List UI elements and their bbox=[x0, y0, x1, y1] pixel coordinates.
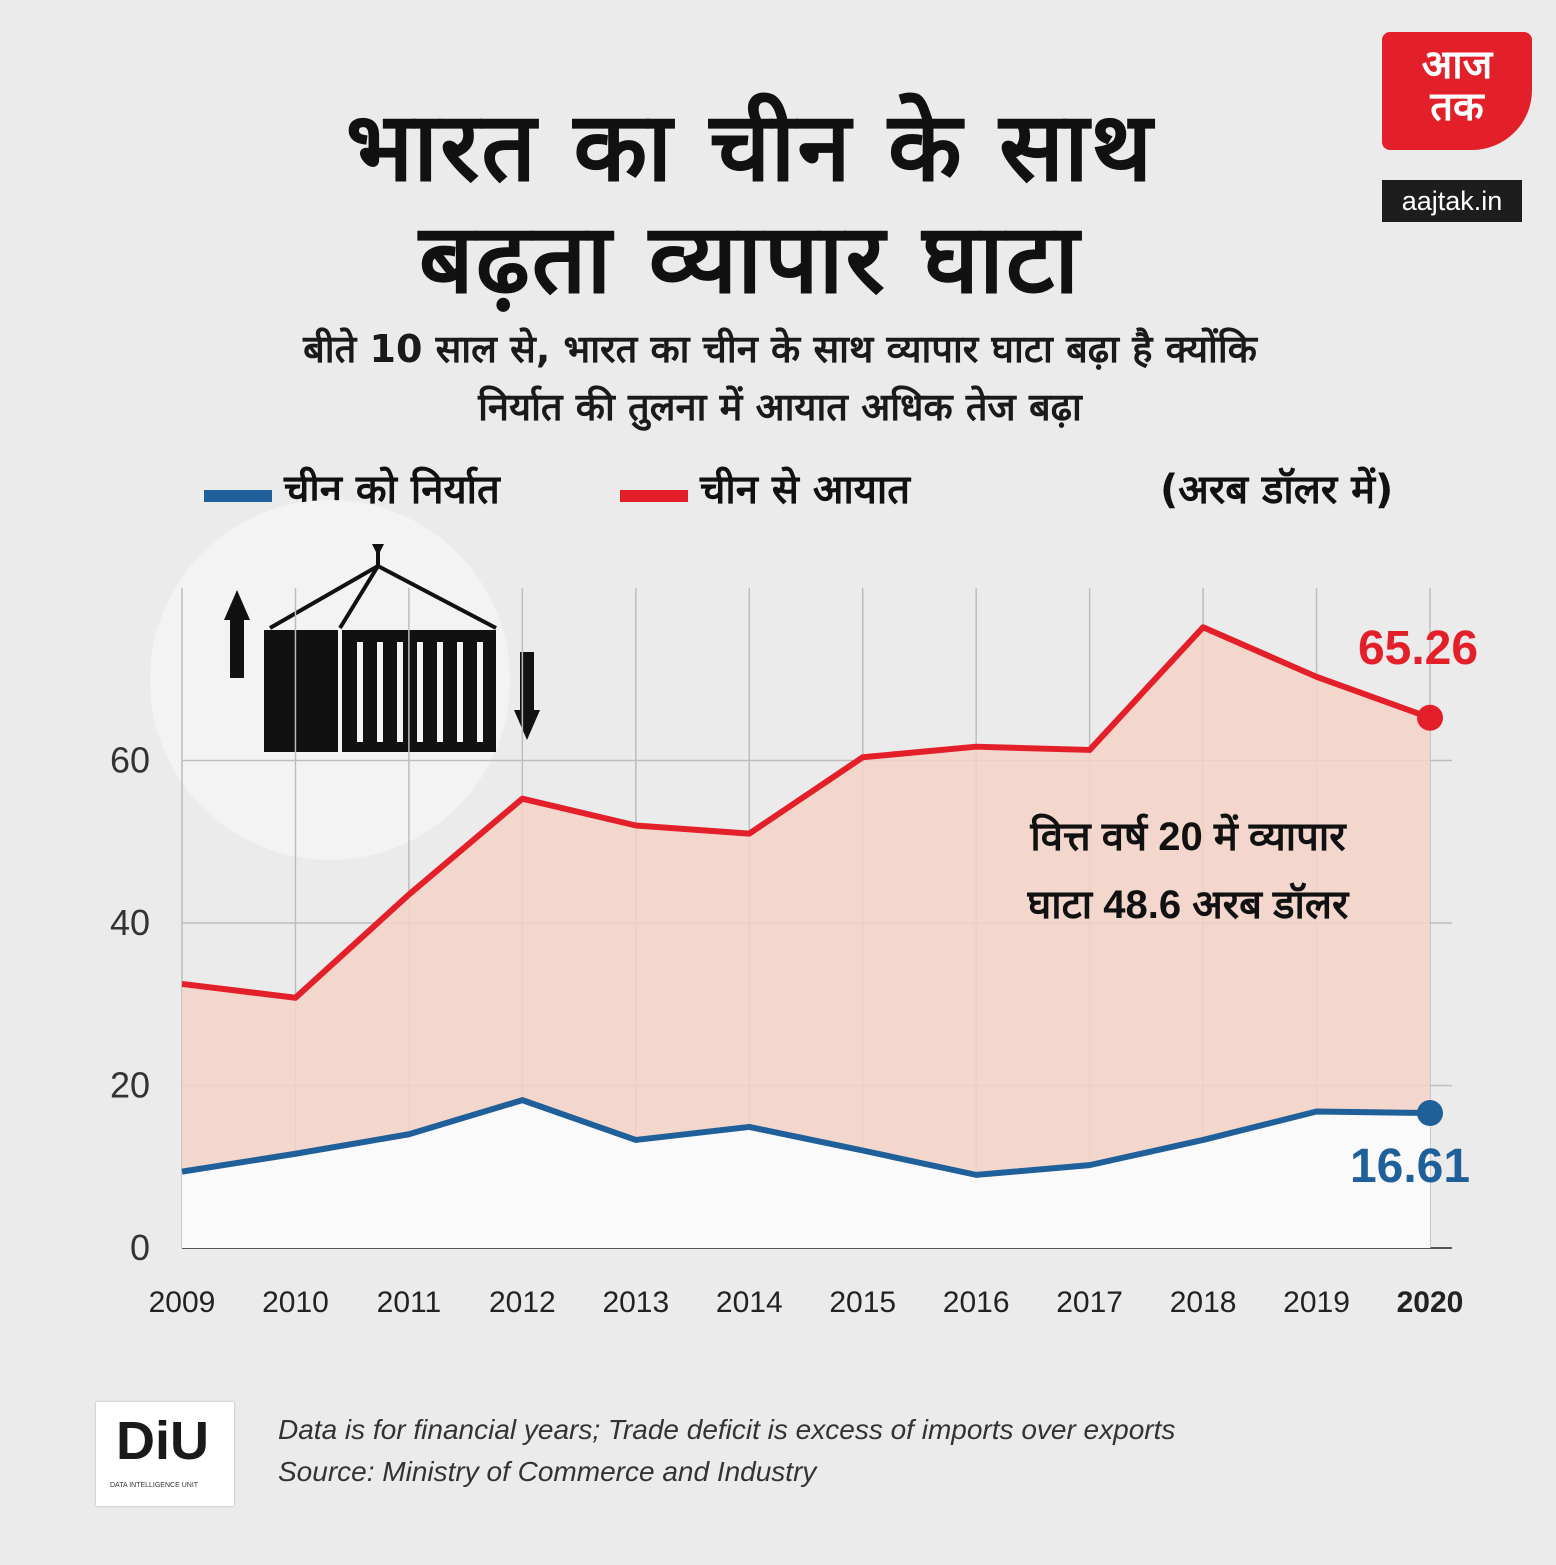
y-tick-label: 0 bbox=[130, 1227, 150, 1268]
exports-area bbox=[182, 1100, 1430, 1248]
annotation-line1: वित्त वर्ष 20 में व्यापार bbox=[1029, 813, 1347, 859]
footer-note: Data is for financial years; Trade defic… bbox=[278, 1414, 1176, 1445]
legend-exports-swatch bbox=[204, 490, 272, 502]
imports-end-label: 65.26 bbox=[1358, 622, 1478, 675]
up-arrow-icon bbox=[224, 590, 250, 678]
imports-end-point bbox=[1417, 704, 1443, 731]
down-arrow-icon bbox=[514, 652, 540, 740]
page-title-line2: बढ़ता व्यापार घाटा bbox=[418, 203, 1082, 315]
annotation-line2: घाटा 48.6 अरब डॉलर bbox=[1027, 882, 1350, 927]
exports-end-label: 16.61 bbox=[1350, 1140, 1470, 1193]
x-tick-label: 2018 bbox=[1170, 1286, 1237, 1319]
x-tick-label: 2012 bbox=[489, 1286, 556, 1319]
unit-label: (अरब डॉलर में) bbox=[1160, 467, 1394, 513]
legend-imports-label: चीन से आयात bbox=[700, 467, 911, 513]
container-illustration bbox=[150, 500, 540, 860]
x-tick-label: 2015 bbox=[829, 1286, 896, 1319]
page-title-line1: भारत का चीन के साथ bbox=[345, 91, 1155, 203]
logo-red-block: आज तक bbox=[1382, 32, 1532, 150]
x-tick-label: 2016 bbox=[943, 1286, 1010, 1319]
subtitle-line1: बीते 10 साल से, भारत का चीन के साथ व्याप… bbox=[303, 327, 1257, 371]
imports-line bbox=[181, 624, 1432, 1001]
x-tick-label: 2010 bbox=[262, 1286, 329, 1319]
x-tick-label: 2013 bbox=[602, 1286, 669, 1319]
subtitle-line2: निर्यात की तुलना में आयात अधिक तेज बढ़ा bbox=[478, 385, 1082, 429]
logo-site: aajtak.in bbox=[1382, 180, 1522, 222]
logo-line1: आज bbox=[1421, 42, 1493, 88]
aajtak-logo: आज तक aajtak.in bbox=[1382, 32, 1532, 222]
x-tick-label: 2020 bbox=[1397, 1286, 1464, 1319]
legend-imports-swatch bbox=[620, 490, 688, 502]
x-tick-label: 2014 bbox=[716, 1286, 783, 1319]
deficit-area bbox=[182, 627, 1430, 1175]
x-tick-label: 2017 bbox=[1056, 1286, 1123, 1319]
diu-logo-text: DiU bbox=[116, 1411, 209, 1471]
x-tick-label: 2009 bbox=[149, 1286, 216, 1319]
diu-logo: DiU DATA INTELLIGENCE UNIT bbox=[96, 1402, 234, 1506]
footer-source: Source: Ministry of Commerce and Industr… bbox=[278, 1456, 817, 1487]
diu-logo-sub: DATA INTELLIGENCE UNIT bbox=[110, 1482, 199, 1489]
exports-end-point bbox=[1417, 1100, 1443, 1127]
x-tick-label: 2011 bbox=[377, 1286, 442, 1319]
exports-line bbox=[181, 1097, 1431, 1178]
logo-line2: तक bbox=[1430, 84, 1484, 130]
x-tick-label: 2019 bbox=[1283, 1286, 1350, 1319]
y-tick-label: 40 bbox=[110, 902, 150, 943]
y-tick-label: 60 bbox=[110, 740, 150, 781]
crane-hook-icon bbox=[269, 548, 497, 630]
y-tick-label: 20 bbox=[110, 1065, 150, 1106]
